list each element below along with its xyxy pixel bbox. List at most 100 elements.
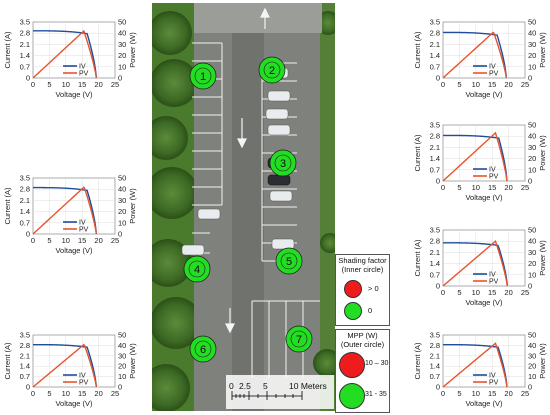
y-right-tick-label: 10	[528, 165, 536, 174]
y-left-tick-label: 2.8	[20, 185, 30, 194]
pv-curve	[32, 29, 97, 79]
y-right-tick-label: 0	[528, 74, 532, 83]
y-left-tick-label: 0	[26, 383, 30, 392]
x-tick-label: 25	[521, 183, 529, 192]
x-tick-label: 25	[111, 236, 119, 245]
x-tick-label: 15	[488, 288, 496, 297]
legend-iv-label: IV	[79, 64, 86, 71]
scale-tick-2-5: 2.5	[239, 381, 251, 391]
y-left-tick-label: 0	[26, 74, 30, 83]
legend-pv-label: PV	[79, 227, 89, 234]
marker-5-inner	[280, 252, 298, 270]
x-tick-label: 20	[94, 80, 102, 89]
x-tick-label: 25	[521, 80, 529, 89]
x-tick-label: 0	[31, 236, 35, 245]
y-right-tick-label: 50	[118, 18, 126, 27]
x-axis-label: Voltage (V)	[465, 193, 503, 202]
y-right-tick-label: 10	[528, 270, 536, 279]
y-right-tick-label: 40	[528, 29, 536, 38]
y-left-tick-label: 2.1	[20, 40, 30, 49]
x-axis-label: Voltage (V)	[55, 90, 93, 99]
x-tick-label: 0	[441, 183, 445, 192]
y-left-tick-label: 0.7	[430, 62, 440, 71]
marker-6-inner	[194, 340, 212, 358]
y-left-tick-label: 0	[436, 177, 440, 186]
y-left-tick-label: 3.5	[430, 121, 440, 130]
shading-red-label: > 0	[368, 284, 379, 293]
legend-pv-label: PV	[489, 71, 499, 78]
x-tick-label: 10	[62, 80, 70, 89]
iv-pv-chart-2: 0 5 10 15 20 2500.71.42.12.83.501020304050Vol…	[3, 174, 137, 256]
mpp-title-line2: (Outer circle)	[340, 340, 385, 349]
x-tick-label: 25	[111, 389, 119, 398]
y-right-axis-label: Power (W)	[538, 135, 547, 171]
scale-tick-5: 5	[263, 381, 268, 391]
y-left-tick-label: 1.4	[20, 362, 30, 371]
y-left-tick-label: 2.1	[20, 351, 30, 360]
y-left-tick-label: 2.1	[430, 40, 440, 49]
x-tick-label: 5	[457, 183, 461, 192]
y-right-tick-label: 0	[118, 383, 122, 392]
y-left-tick-label: 0.7	[20, 372, 30, 381]
y-right-tick-label: 30	[528, 40, 536, 49]
pv-curve	[442, 239, 508, 287]
y-right-tick-label: 30	[118, 351, 126, 360]
y-left-tick-label: 0.7	[430, 372, 440, 381]
x-tick-label: 25	[111, 80, 119, 89]
pv-curve	[442, 342, 508, 388]
marker-3-label: 3	[280, 158, 286, 170]
x-tick-label: 15	[78, 389, 86, 398]
y-right-tick-label: 0	[528, 177, 532, 186]
y-left-tick-label: 1.4	[430, 362, 440, 371]
plot-area	[442, 21, 526, 79]
y-right-tick-label: 40	[118, 185, 126, 194]
shading-green-label: 0	[368, 306, 373, 315]
y-left-tick-label: 0.7	[430, 165, 440, 174]
y-right-tick-label: 0	[118, 74, 122, 83]
pv-curve	[442, 131, 508, 182]
y-right-tick-label: 20	[528, 259, 536, 268]
x-tick-label: 15	[78, 80, 86, 89]
pv-curve	[32, 186, 97, 235]
marker-1-inner	[194, 67, 212, 85]
marker-3-inner	[274, 154, 292, 172]
shading-title-line2: (Inner circle)	[341, 265, 384, 274]
y-right-tick-label: 50	[118, 331, 126, 340]
plot-area	[442, 124, 526, 182]
x-tick-label: 20	[504, 80, 512, 89]
marker-1-label: 1	[200, 71, 206, 83]
y-left-tick-label: 2.1	[430, 351, 440, 360]
y-left-tick-label: 3.5	[20, 331, 30, 340]
y-right-tick-label: 50	[528, 121, 536, 130]
y-left-axis-label: Current (A)	[3, 342, 12, 380]
shading-legend: Shading factor (Inner circle) > 0 0	[335, 254, 390, 326]
y-right-tick-label: 30	[528, 143, 536, 152]
y-left-tick-label: 2.8	[430, 237, 440, 246]
y-left-tick-label: 0.7	[20, 218, 30, 227]
x-tick-label: 5	[47, 236, 51, 245]
x-tick-label: 25	[521, 389, 529, 398]
shading-red-dot	[344, 280, 362, 298]
y-left-tick-label: 1.4	[430, 154, 440, 163]
x-tick-label: 5	[457, 389, 461, 398]
x-tick-label: 10	[472, 389, 480, 398]
shading-green-dot	[344, 302, 362, 320]
marker-5-label: 5	[286, 256, 292, 268]
plot-area	[442, 229, 526, 287]
iv-curve	[33, 343, 97, 388]
x-tick-label: 20	[94, 236, 102, 245]
legend-pv-label: PV	[79, 71, 89, 78]
plot-area	[32, 334, 116, 388]
y-left-tick-label: 0.7	[430, 270, 440, 279]
legend-iv-label: IV	[79, 220, 86, 227]
legend-iv-label: IV	[489, 373, 496, 380]
y-left-axis-label: Current (A)	[413, 342, 422, 380]
y-right-tick-label: 40	[118, 341, 126, 350]
y-left-tick-label: 0	[436, 282, 440, 291]
x-tick-label: 5	[457, 80, 461, 89]
y-right-tick-label: 10	[118, 62, 126, 71]
x-tick-label: 5	[47, 80, 51, 89]
y-right-tick-label: 50	[528, 226, 536, 235]
legend-iv-label: IV	[489, 272, 496, 279]
